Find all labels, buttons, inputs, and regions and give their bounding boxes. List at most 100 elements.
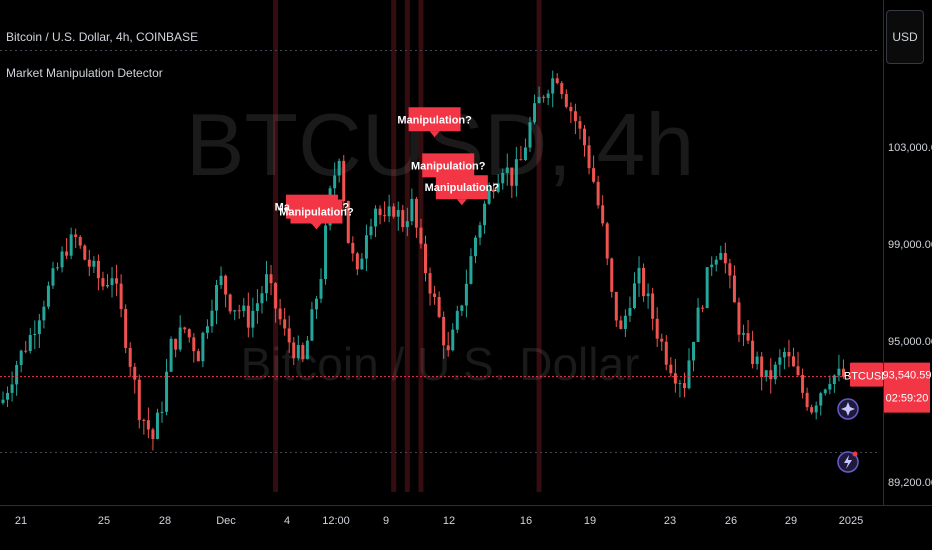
candle-body <box>614 291 618 321</box>
candle-body <box>314 298 318 310</box>
candle-body <box>478 225 482 238</box>
time-tick-label: 12 <box>443 515 455 527</box>
manipulation-marker: Manipulation? <box>411 153 486 184</box>
candle-body <box>778 357 782 365</box>
time-tick-label: 28 <box>159 515 171 527</box>
time-tick-label: 19 <box>584 515 596 527</box>
candle-body <box>764 370 768 378</box>
candle-body <box>424 243 427 274</box>
candle-body <box>215 284 219 311</box>
candle-body <box>651 293 655 319</box>
candle-body <box>623 315 627 329</box>
candle-body <box>714 259 718 265</box>
currency-button[interactable]: USD <box>886 10 924 64</box>
candle-body <box>210 310 214 327</box>
candle-body <box>760 356 764 378</box>
candle-body <box>205 326 209 333</box>
candle-body <box>723 252 727 264</box>
candle-body <box>283 319 287 329</box>
candle-body <box>769 370 773 380</box>
time-tick-label: 12:00 <box>322 515 350 527</box>
candle-body <box>810 407 814 413</box>
candle-body <box>146 420 150 430</box>
candle-body <box>560 83 564 95</box>
candle-body <box>682 383 686 389</box>
marker-label: Manipulation? <box>411 160 486 172</box>
candle-body <box>219 275 223 285</box>
candle-body <box>15 364 19 385</box>
candle-body <box>805 392 809 408</box>
candle-body <box>646 293 650 297</box>
flash-icon <box>837 451 859 473</box>
time-tick-label: 21 <box>15 515 27 527</box>
candle-body <box>678 383 682 385</box>
candle-body <box>719 252 723 260</box>
candle-body <box>83 245 87 260</box>
candle-body <box>342 160 346 201</box>
candle-body <box>551 78 555 94</box>
candle-body <box>592 168 596 182</box>
candle-body <box>28 335 32 352</box>
countdown-label: 02:59:20 <box>886 393 929 405</box>
candle-body <box>546 93 550 98</box>
candle-body <box>796 366 800 375</box>
candle-body <box>392 206 396 217</box>
candle-body <box>151 429 155 439</box>
candle-body <box>578 121 582 129</box>
manipulation-marker: Manipulation? <box>425 175 499 206</box>
candle-body <box>542 96 546 98</box>
candle-body <box>455 310 459 330</box>
candle-body <box>165 371 169 412</box>
flash-icon-bolt <box>844 455 852 469</box>
candle-body <box>242 305 246 311</box>
candle-body <box>369 226 373 236</box>
time-tick-label: 16 <box>520 515 532 527</box>
highlight-band <box>273 0 279 492</box>
candle-body <box>832 375 836 385</box>
candle-body <box>124 309 128 348</box>
marker-label: Manipulation? <box>279 207 354 219</box>
candle-body <box>324 225 328 280</box>
candle-body <box>569 106 573 112</box>
candle-body <box>728 263 732 276</box>
candles <box>1 70 845 451</box>
candle-body <box>823 389 827 394</box>
candle-body <box>828 384 832 390</box>
price-axis[interactable]: 103,000.00 99,000.00 95,000.00 89,200.00 BTC… <box>844 0 932 505</box>
marker-pointer <box>429 131 440 138</box>
chart-icons[interactable] <box>837 398 859 473</box>
time-axis[interactable]: 21 25 28 Dec 4 12:00 9 12 16 19 23 26 29 2025 <box>0 505 932 528</box>
candle-body <box>196 351 200 362</box>
candle-body <box>24 350 28 352</box>
candle-body <box>105 285 109 287</box>
symbol-legend[interactable]: Bitcoin / U.S. Dollar, 4h, COINBASE <box>6 30 199 44</box>
highlight-band <box>404 0 410 492</box>
candle-body <box>496 183 500 192</box>
candle-body <box>801 374 805 393</box>
highlight-band <box>536 0 542 492</box>
candle-body <box>419 227 423 244</box>
candle-body <box>69 234 73 256</box>
candle-body <box>133 366 137 380</box>
candle-body <box>174 338 178 350</box>
candle-body <box>787 351 791 357</box>
indicator-legend[interactable]: Market Manipulation Detector <box>6 66 163 80</box>
candle-body <box>360 258 364 270</box>
marker-box <box>290 199 343 224</box>
candle-body <box>246 305 250 328</box>
candle-body <box>169 338 173 372</box>
candle-body <box>596 181 600 206</box>
candle-body <box>237 310 241 312</box>
candle-body <box>601 205 605 224</box>
candle-body <box>587 145 591 169</box>
candle-body <box>374 208 378 227</box>
candle-body <box>51 268 55 286</box>
candle-body <box>605 223 609 259</box>
candle-body <box>333 175 337 189</box>
candle-body <box>96 260 100 279</box>
price-tick-label: 95,000.00 <box>888 336 932 348</box>
candle-body <box>414 198 418 228</box>
candle-body <box>773 364 777 380</box>
candle-body <box>292 342 296 359</box>
